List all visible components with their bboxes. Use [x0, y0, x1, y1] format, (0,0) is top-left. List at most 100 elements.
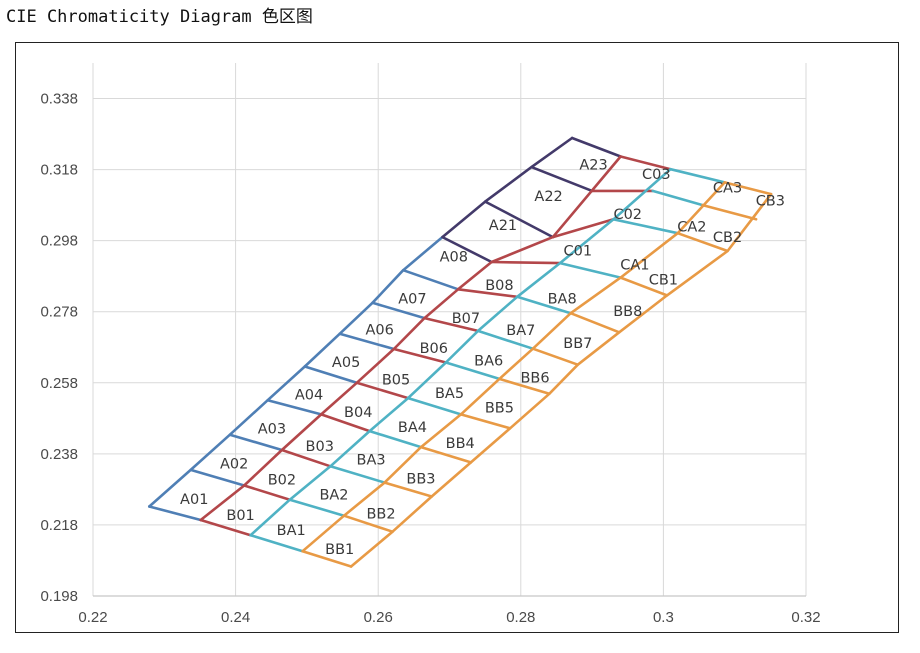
zone-label-a06: A06 — [365, 323, 393, 339]
zone-label-b04: B04 — [344, 405, 372, 421]
zone-label-bb4: BB4 — [446, 436, 475, 452]
zone-label-bb6: BB6 — [520, 371, 549, 387]
zone-divider-line — [441, 235, 493, 264]
zone-divider-line — [329, 464, 386, 484]
zone-divider-line — [406, 396, 463, 416]
zone-divider-line — [444, 361, 501, 381]
zone-divider-line — [498, 377, 551, 396]
zone-label-bb3: BB3 — [406, 471, 435, 487]
zone-divider-line — [368, 429, 423, 449]
zone-label-ba1: BA1 — [277, 523, 306, 539]
zone-label-bb5: BB5 — [485, 400, 514, 416]
zone-label-c03: C03 — [642, 167, 671, 183]
zone-divider-line — [558, 261, 622, 279]
top-edge-line — [441, 136, 574, 239]
zone-label-bb8: BB8 — [613, 304, 642, 320]
zone-divider-line — [338, 332, 396, 351]
zone-boundaries — [148, 136, 773, 568]
zone-divider-line — [476, 329, 535, 351]
zone-divider-line — [392, 347, 448, 364]
zone-labels: A01 A02 A03 A04 A05 A06 A07 A08 A21 A22 A23 B01 B02 B… — [180, 157, 785, 558]
x-tick-label: 0.24 — [221, 609, 250, 626]
zone-label-a07: A07 — [398, 291, 426, 307]
zone-divider-line — [228, 433, 284, 452]
zone-label-bb2: BB2 — [366, 506, 395, 522]
zone-divider-line — [401, 268, 460, 291]
y-tick-label: 0.338 — [40, 91, 78, 108]
A-B-line — [199, 155, 622, 522]
axis-layer: 0.22 0.24 0.26 0.28 0.3 0.32 0.198 0.218 0.238 0.… — [40, 91, 820, 626]
x-tick-label: 0.26 — [364, 609, 393, 626]
zone-label-ba2: BA2 — [319, 487, 348, 503]
y-tick-label: 0.318 — [40, 162, 78, 179]
left-edge-line — [148, 235, 444, 508]
y-tick-label: 0.258 — [40, 375, 78, 392]
zone-divider-line — [483, 200, 555, 239]
zone-label-b01: B01 — [226, 508, 254, 524]
zone-divider-line — [383, 481, 434, 498]
zone-label-a21: A21 — [489, 218, 517, 234]
zone-divider-line — [531, 347, 580, 367]
zone-divider-line — [569, 311, 621, 334]
zone-label-b02: B02 — [268, 473, 296, 489]
zone-label-ba3: BA3 — [357, 452, 386, 468]
zone-label-a05: A05 — [332, 355, 360, 371]
zone-label-b06: B06 — [420, 341, 448, 357]
BA-BB-line — [301, 181, 727, 553]
zone-label-cb1: CB1 — [649, 272, 678, 288]
zone-label-c02: C02 — [613, 207, 642, 223]
zone-divider-line — [676, 231, 729, 253]
zone-label-a02: A02 — [220, 457, 248, 473]
zone-divider-line — [288, 498, 346, 518]
zone-label-b08: B08 — [485, 278, 513, 294]
zone-divider-line — [515, 295, 573, 315]
y-tick-label: 0.198 — [40, 588, 78, 605]
page-title: CIE Chromaticity Diagram 色区图 — [6, 7, 313, 27]
zone-divider-line — [355, 381, 410, 400]
zone-dividers — [148, 136, 773, 568]
zone-label-a23: A23 — [579, 157, 607, 173]
zone-divider-line — [266, 398, 323, 416]
zone-label-a08: A08 — [440, 249, 468, 265]
zone-label-ba4: BA4 — [398, 420, 427, 436]
chart-frame: 0.22 0.24 0.26 0.28 0.3 0.32 0.198 0.218 0.238 0.… — [15, 42, 899, 633]
y-tick-label: 0.218 — [40, 517, 78, 534]
zone-divider-line — [371, 301, 426, 320]
zone-label-a03: A03 — [258, 421, 286, 437]
y-tick-label: 0.238 — [40, 446, 78, 463]
zone-divider-line — [490, 260, 562, 265]
zone-divider-line — [242, 484, 292, 502]
zone-label-ba6: BA6 — [474, 353, 503, 369]
zone-label-bb1: BB1 — [325, 542, 354, 558]
x-tick-label: 0.28 — [506, 609, 535, 626]
zone-divider-line — [423, 316, 480, 333]
zone-label-b07: B07 — [452, 311, 480, 327]
zone-divider-line — [619, 276, 669, 297]
zone-label-ba8: BA8 — [548, 292, 577, 308]
zone-label-ca2: CA2 — [677, 220, 706, 236]
y-tick-label: 0.298 — [40, 233, 78, 250]
chromaticity-chart: 0.22 0.24 0.26 0.28 0.3 0.32 0.198 0.218 0.238 0.… — [40, 63, 821, 626]
zone-divider-line — [612, 218, 680, 235]
zone-label-a22: A22 — [534, 189, 562, 205]
zone-label-a01: A01 — [180, 492, 208, 508]
zone-divider-line — [551, 218, 615, 239]
zone-label-a04: A04 — [295, 388, 323, 404]
right-edge-line — [349, 192, 773, 568]
zone-label-ba5: BA5 — [435, 386, 464, 402]
zone-divider-line — [570, 136, 622, 158]
zone-label-cb3: CB3 — [756, 194, 785, 210]
zone-divider-line — [303, 365, 359, 385]
zone-divider-line — [669, 167, 727, 184]
zone-divider-line — [342, 514, 394, 534]
x-tick-label: 0.32 — [791, 609, 820, 626]
zone-divider-line — [456, 288, 519, 299]
B-BA-line — [249, 167, 672, 537]
zone-divider-line — [459, 413, 512, 430]
zone-divider-line — [319, 413, 371, 433]
zone-divider-line — [249, 533, 304, 553]
zone-divider-line — [619, 155, 672, 171]
x-tick-label: 0.3 — [653, 609, 674, 626]
y-tick-label: 0.278 — [40, 304, 78, 321]
zone-label-b05: B05 — [382, 372, 410, 388]
